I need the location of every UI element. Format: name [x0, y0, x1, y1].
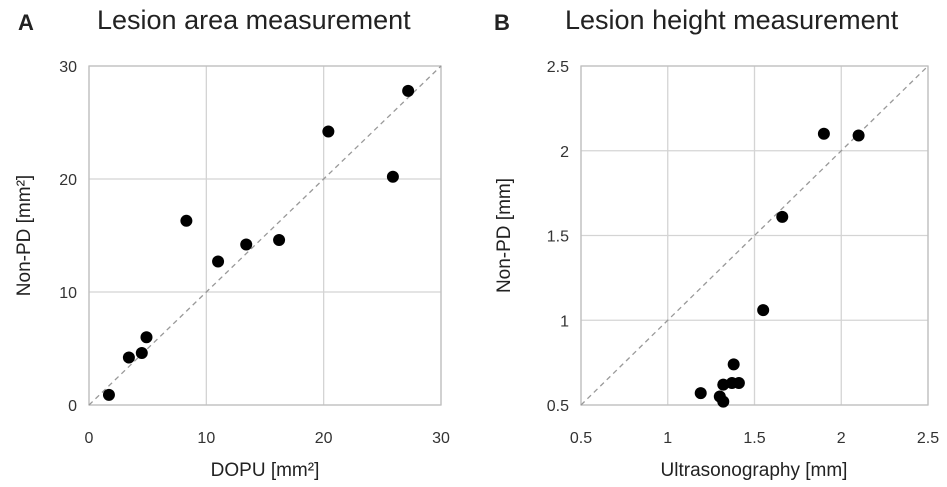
panel-b-y-tick-label: 2.5	[547, 59, 569, 76]
panel-a-data-point	[322, 125, 335, 138]
panel-b-y-tick-label: 0.5	[547, 398, 569, 415]
panel-a-identity-line	[88, 65, 442, 406]
panel-a-y-tick-label: 10	[59, 285, 77, 302]
panel-b-x-tick-label: 2	[837, 430, 846, 447]
panel-b-y-tick-label: 2	[560, 144, 569, 161]
panel-a-data-point	[180, 214, 193, 227]
panel-a-title: Lesion area measurement	[97, 5, 411, 35]
panel-b-y-tick-label: 1.5	[547, 229, 569, 246]
panel-a-y-tick-label: 20	[59, 172, 77, 189]
panel-b-title: Lesion height measurement	[565, 5, 899, 35]
panel-b-data-point	[817, 127, 830, 140]
panel-a-y-axis-label: Non-PD [mm²]	[14, 175, 35, 296]
panel-a-plot: 0 10 20 30 0 10 20 30 DOPU [mm²] Non-PD [mm²]	[14, 59, 450, 481]
panel-a-data-point	[402, 84, 415, 97]
panel-a-data-point	[386, 170, 399, 183]
panel-b-y-axis-label: Non-PD [mm]	[494, 178, 515, 293]
panel-b-x-tick-label: 1.5	[743, 430, 765, 447]
panel-a-letter: A	[18, 10, 34, 35]
panel-a-x-tick-label: 0	[85, 430, 94, 447]
panel-b-plot-frame	[580, 65, 929, 406]
panel-a-y-tick-label: 0	[68, 398, 77, 415]
panel-a-data-point	[135, 347, 148, 360]
panel-a-x-axis-label: DOPU [mm²]	[211, 460, 320, 481]
panel-a-data-point	[240, 238, 253, 251]
panel-a-data-point	[102, 388, 115, 401]
panel-a-x-tick-label: 20	[315, 430, 333, 447]
panel-b-x-axis-label: Ultrasonography [mm]	[661, 460, 848, 481]
panel-b-data-point	[694, 387, 707, 400]
panel-b-data-point	[757, 304, 770, 317]
panel-b-data-point	[717, 395, 730, 408]
panel-a-plot-frame	[88, 65, 442, 406]
panel-b-letter: B	[494, 10, 510, 35]
panel-a-data-point	[212, 255, 225, 268]
panel-b-x-tick-label: 0.5	[570, 430, 592, 447]
panel-a-data-point	[122, 351, 135, 364]
panel-b-data-point	[852, 129, 865, 142]
panel-b-x-tick-label: 2.5	[917, 430, 939, 447]
panel-a-data-point	[140, 331, 153, 344]
panel-a-x-tick-label: 30	[432, 430, 450, 447]
panel-b-y-tick-label: 1	[560, 313, 569, 330]
panel-b-x-tick-label: 1	[663, 430, 672, 447]
panel-a-y-tick-label: 30	[59, 59, 77, 76]
panel-a-x-tick-label: 10	[197, 430, 215, 447]
panel-b-plot: 0.5 1 1.5 2 2.5 0.5 1 1.5 2 2.5 Ultrasonography [m…	[494, 59, 939, 481]
panel-b-data-point	[732, 376, 745, 389]
panel-b-data-point	[727, 358, 740, 371]
panel-a-data-point	[273, 234, 286, 247]
panel-b-data-point	[776, 210, 789, 223]
